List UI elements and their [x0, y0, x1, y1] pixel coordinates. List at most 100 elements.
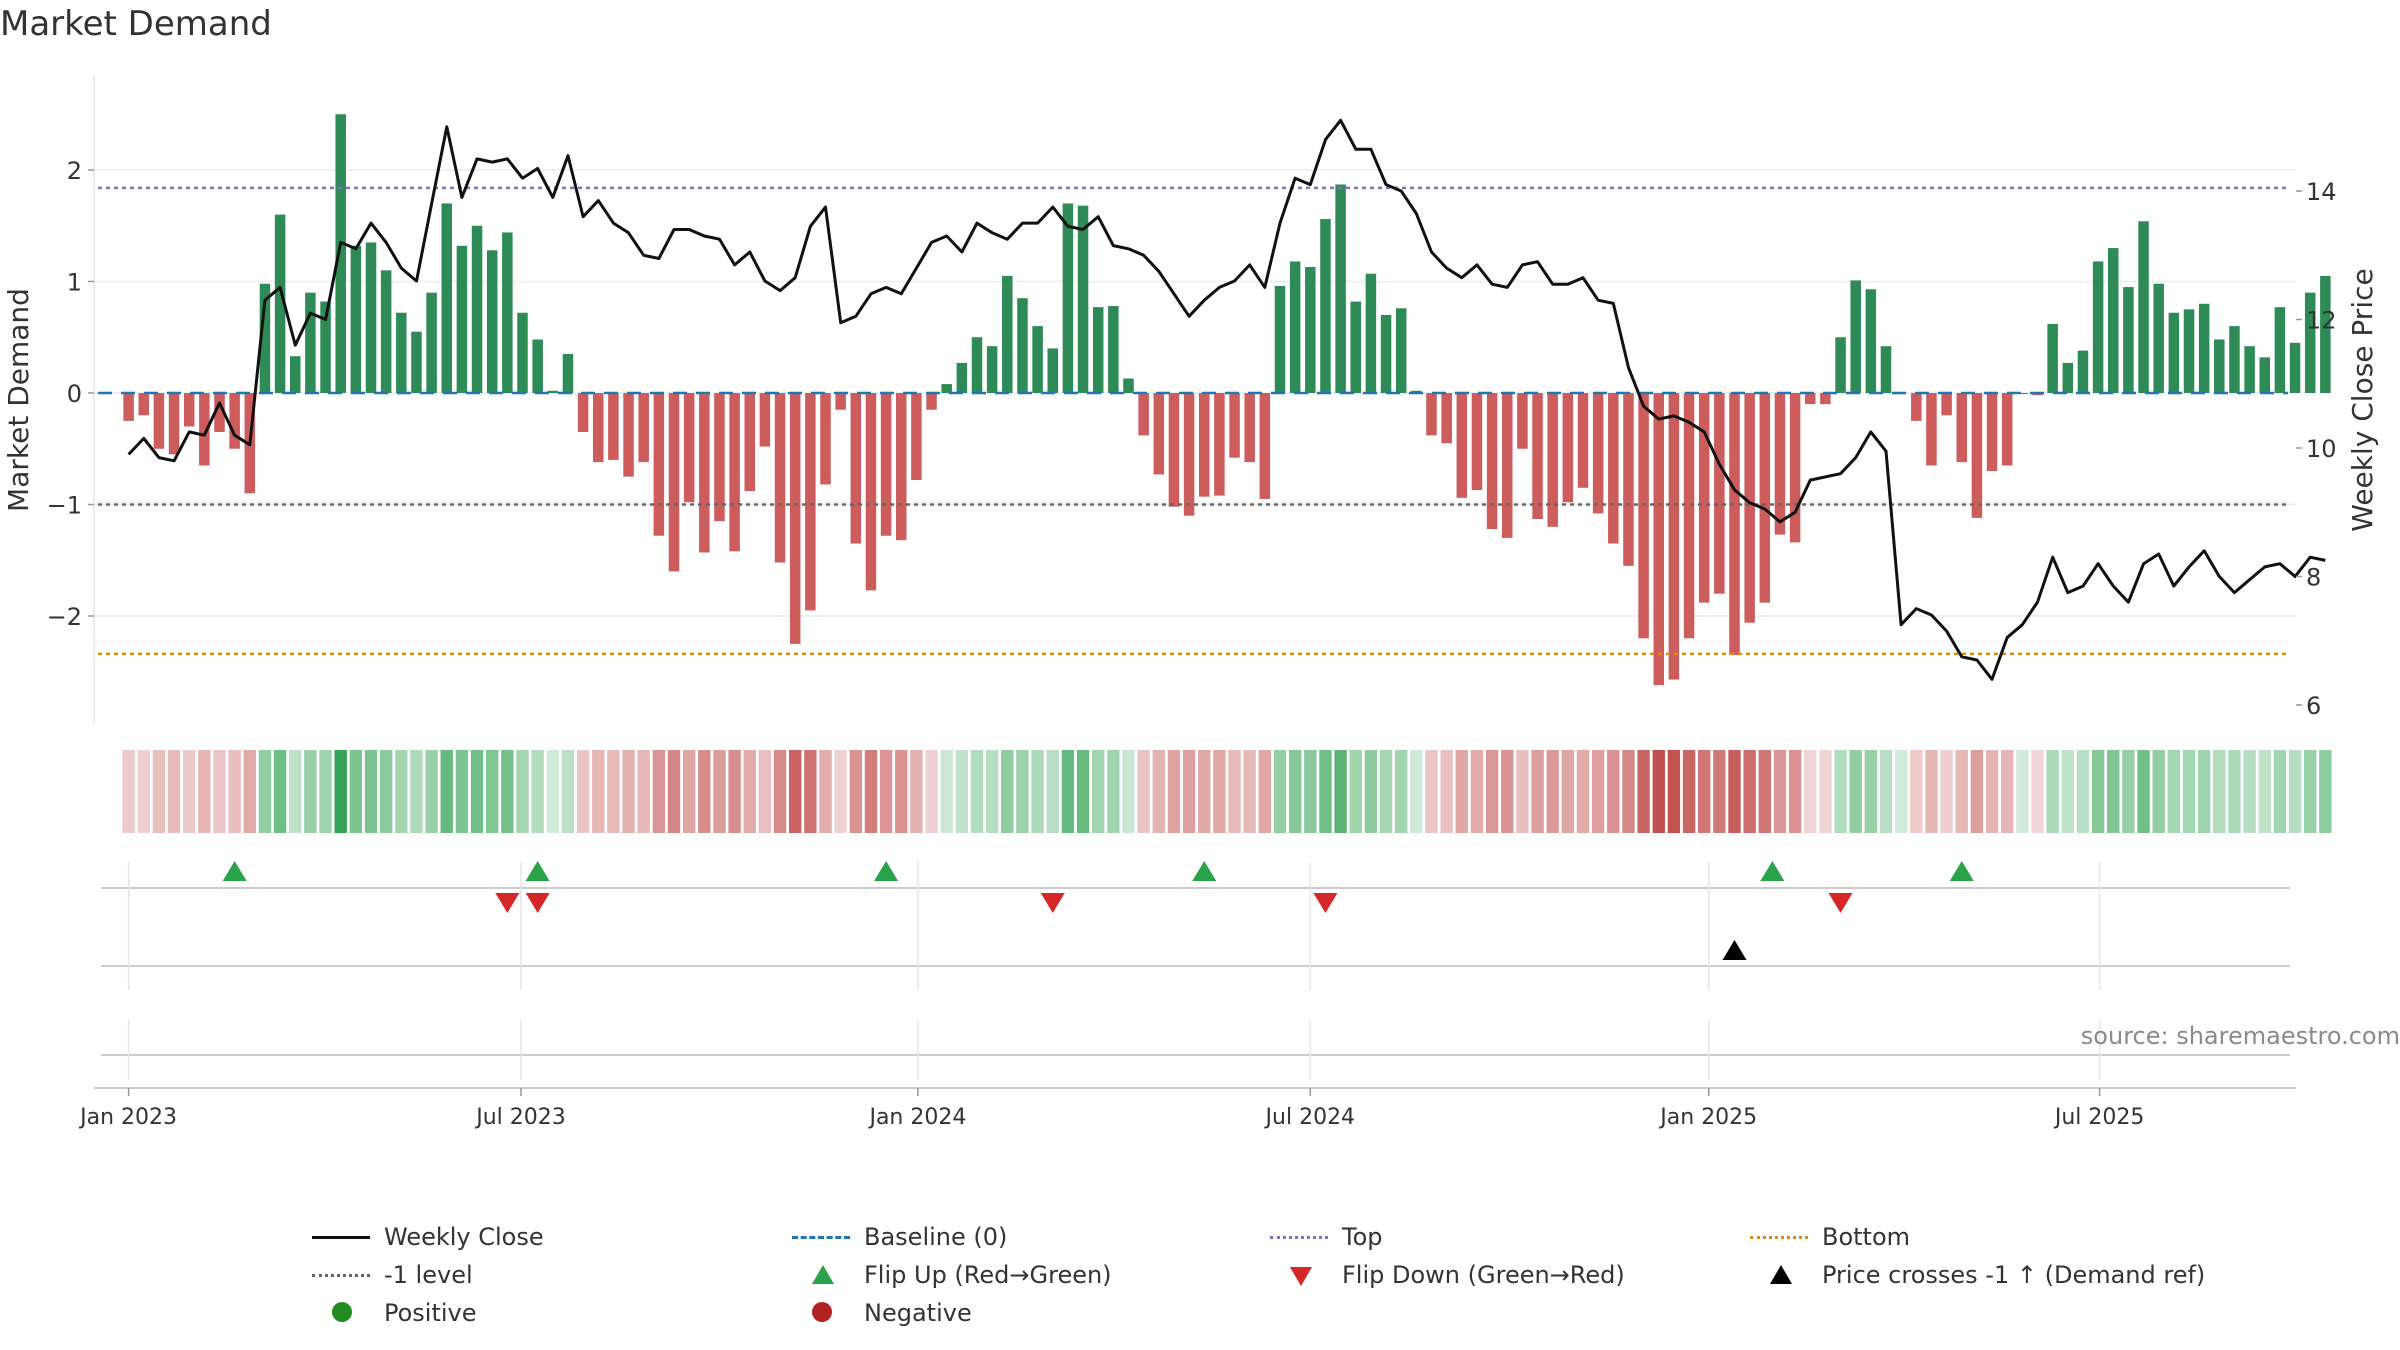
heat-strip-cell: [713, 750, 726, 833]
y2-tick-label: 6: [2306, 692, 2321, 720]
heat-strip-cell: [925, 750, 938, 833]
demand-bar-negative: [577, 393, 589, 433]
demand-bar-positive: [517, 312, 528, 393]
demand-bar-negative: [1153, 393, 1165, 475]
heat-strip-cell: [985, 750, 999, 833]
legend-item-bottom: Bottom: [1748, 1223, 1910, 1251]
demand-bar-negative: [850, 393, 862, 544]
demand-bar-positive: [259, 283, 271, 393]
demand-bar-negative: [653, 393, 665, 536]
demand-bar-negative: [623, 393, 634, 477]
demand-bar-positive: [1077, 205, 1089, 393]
legend-item-baseline: Baseline (0): [790, 1223, 1007, 1251]
heat-strip-cell: [243, 750, 256, 833]
demand-bar-positive: [502, 232, 513, 393]
heat-strip-cell: [228, 750, 241, 833]
demand-bar-negative: [1532, 393, 1543, 519]
demand-bar-positive: [1062, 203, 1074, 393]
heat-strip-cell: [1273, 750, 1287, 833]
heat-strip-cell: [1667, 750, 1681, 833]
demand-bar-positive: [1850, 280, 1861, 393]
demand-bar-positive: [2289, 342, 2301, 393]
demand-bar-negative: [820, 393, 831, 485]
legend-label: Bottom: [1822, 1223, 1911, 1251]
demand-bar-positive: [1305, 267, 1316, 393]
y2-tick-label: 10: [2306, 435, 2337, 463]
demand-bar-negative: [1714, 393, 1725, 594]
demand-bar-negative: [729, 393, 740, 552]
demand-bar-positive: [1365, 273, 1377, 393]
demand-bar-negative: [1517, 393, 1528, 449]
legend-symbol-dotted-line: [1268, 1225, 1330, 1249]
heat-strip-cell: [910, 750, 923, 833]
demand-bar-negative: [153, 393, 165, 449]
heat-strip-cell: [1834, 750, 1847, 833]
heat-strip-cell: [698, 750, 711, 833]
demand-bar-positive: [426, 292, 437, 393]
demand-bar-negative: [1562, 393, 1574, 503]
heat-strip-cell: [1137, 750, 1150, 833]
x-tick-label: Jul 2025: [2053, 1105, 2145, 1130]
source-credit: source: sharemaestro.com: [2080, 1022, 2400, 1050]
heat-strip-cell: [1773, 750, 1787, 833]
heat-strip-cell: [773, 750, 787, 833]
heat-strip-cell: [1955, 750, 1968, 833]
demand-bar-negative: [1729, 393, 1740, 656]
heat-strip-cell: [1410, 750, 1423, 833]
demand-bar-negative: [1668, 393, 1680, 680]
demand-bar-positive: [1047, 348, 1058, 393]
demand-bar-positive: [532, 339, 543, 393]
heat-strip-cell: [1804, 750, 1817, 833]
heat-strip-cell: [2046, 750, 2059, 833]
heat-strip-cell: [334, 750, 347, 833]
legend-label: Weekly Close: [384, 1223, 544, 1251]
y2-tick-label: 14: [2306, 178, 2337, 206]
demand-bar-negative: [1956, 393, 1967, 463]
demand-bar-negative: [880, 393, 892, 536]
heat-strip-cell: [1743, 750, 1756, 833]
heat-strip-cell: [758, 750, 772, 833]
demand-bar-negative: [1547, 393, 1558, 527]
heat-strip-cell: [273, 750, 287, 833]
y2-tick-label: 12: [2306, 307, 2337, 335]
heat-strip-cell: [1046, 750, 1059, 833]
demand-bar-negative: [911, 393, 922, 480]
heat-strip-cell: [879, 750, 893, 833]
demand-bar-negative: [1911, 393, 1922, 421]
demand-bar-positive: [305, 292, 316, 393]
heat-strip-cell: [743, 750, 756, 833]
heat-strip-cell: [955, 750, 969, 833]
demand-bar-positive: [2168, 312, 2180, 393]
heat-strip-cell: [1016, 750, 1029, 833]
demand-bar-positive: [1320, 219, 1331, 393]
heat-strip-cell: [1182, 750, 1196, 833]
heat-strip-cell: [1910, 750, 1923, 833]
heat-strip-cell: [1319, 750, 1332, 833]
chart-title: Market Demand: [0, 4, 272, 44]
demand-bar-negative: [1456, 393, 1468, 498]
demand-bar-negative: [1653, 393, 1664, 686]
demand-bar-negative: [1214, 393, 1225, 496]
heat-strip-cell: [789, 750, 802, 833]
demand-bar-positive: [1123, 378, 1134, 393]
flip-down-marker: [1313, 893, 1338, 913]
heat-strip-cell: [1849, 750, 1862, 833]
demand-bar-positive: [547, 390, 559, 393]
demand-bar-negative: [1259, 393, 1271, 499]
heat-strip-cell: [1879, 750, 1893, 833]
heat-strip-cell: [1243, 750, 1256, 833]
heat-strip-cell: [2091, 750, 2105, 833]
demand-bar-negative: [1244, 393, 1255, 463]
demand-bar-positive: [1880, 346, 1892, 393]
heat-strip-cell: [1031, 750, 1044, 833]
demand-bar-negative: [1744, 393, 1755, 623]
demand-bar-negative: [1820, 393, 1831, 405]
heat-strip-cell: [1894, 750, 1908, 833]
demand-bar-positive: [1835, 337, 1846, 393]
heat-strip-cell: [470, 750, 484, 833]
demand-bar-positive: [441, 203, 452, 393]
demand-bar-positive: [1002, 275, 1013, 393]
demand-bar-positive: [1865, 289, 1877, 393]
demand-bar-positive: [2198, 303, 2210, 393]
demand-bar-negative: [714, 393, 725, 522]
